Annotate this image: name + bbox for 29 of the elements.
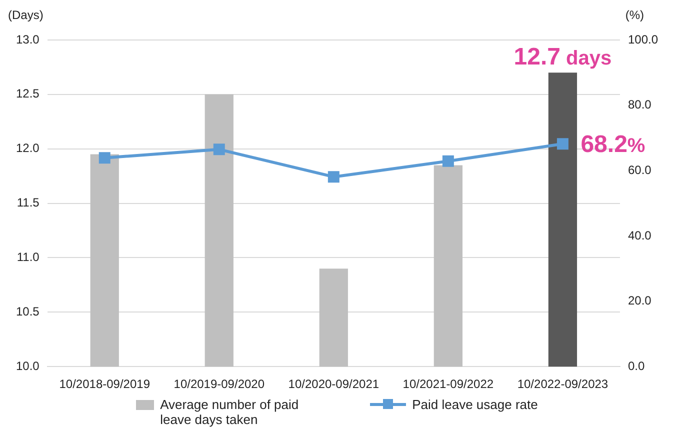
y2-axis-title: (%) (625, 8, 644, 22)
y2-tick-label: 20.0 (628, 294, 652, 308)
y2-tick-label: 100.0 (628, 32, 658, 46)
point (98, 152, 110, 164)
legend-label: Paid leave usage rate (412, 397, 538, 412)
y-tick-label: 10.0 (16, 358, 40, 373)
y-tick-label: 11.0 (16, 250, 40, 264)
x-tick-label: 10/2022-09/2023 (517, 377, 608, 392)
y2-tick-label: 40.0 (628, 228, 652, 242)
x-tick-label: 10/2020-09/2021 (288, 377, 380, 392)
y-tick-label: 12.5 (16, 86, 40, 101)
y-tick-label: 10.5 (16, 304, 40, 318)
data-label: 68.2% (580, 130, 646, 158)
point (213, 144, 225, 156)
y-tick-label: 13.0 (16, 32, 40, 46)
x-tick-label: 10/2018-09/2019 (59, 377, 150, 392)
point (442, 155, 454, 167)
y2-tick-label: 0.0 (628, 358, 645, 373)
x-tick-label: 10/2019-09/2020 (174, 377, 265, 392)
y2-tick-label: 80.0 (628, 98, 652, 112)
data-label: 12.7 days (514, 44, 612, 71)
y2-tick-label: 60.0 (628, 162, 652, 177)
point (556, 138, 568, 150)
y-axis-title: (Days) (8, 8, 44, 22)
point (328, 171, 340, 183)
legend-label: Average number of paid leave days taken (160, 397, 300, 427)
x-tick-label: 10/2021-09/2022 (402, 377, 494, 392)
y-tick-label: 12.0 (16, 141, 40, 156)
y-tick-label: 11.5 (16, 196, 40, 210)
